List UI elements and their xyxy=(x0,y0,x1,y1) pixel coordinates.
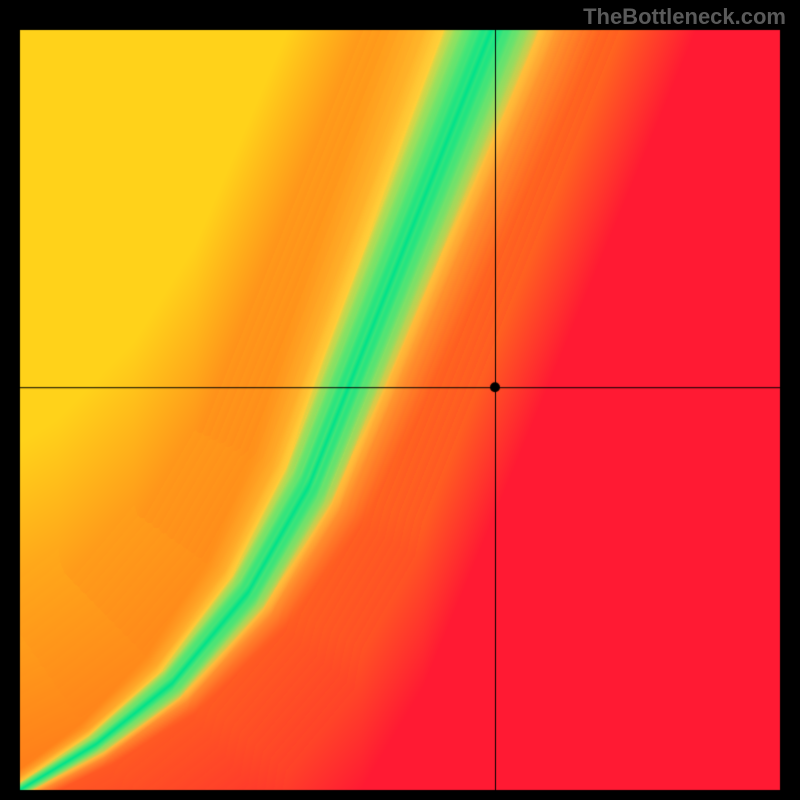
bottleneck-heatmap xyxy=(0,0,800,800)
chart-container: TheBottleneck.com xyxy=(0,0,800,800)
watermark-text: TheBottleneck.com xyxy=(583,4,786,30)
